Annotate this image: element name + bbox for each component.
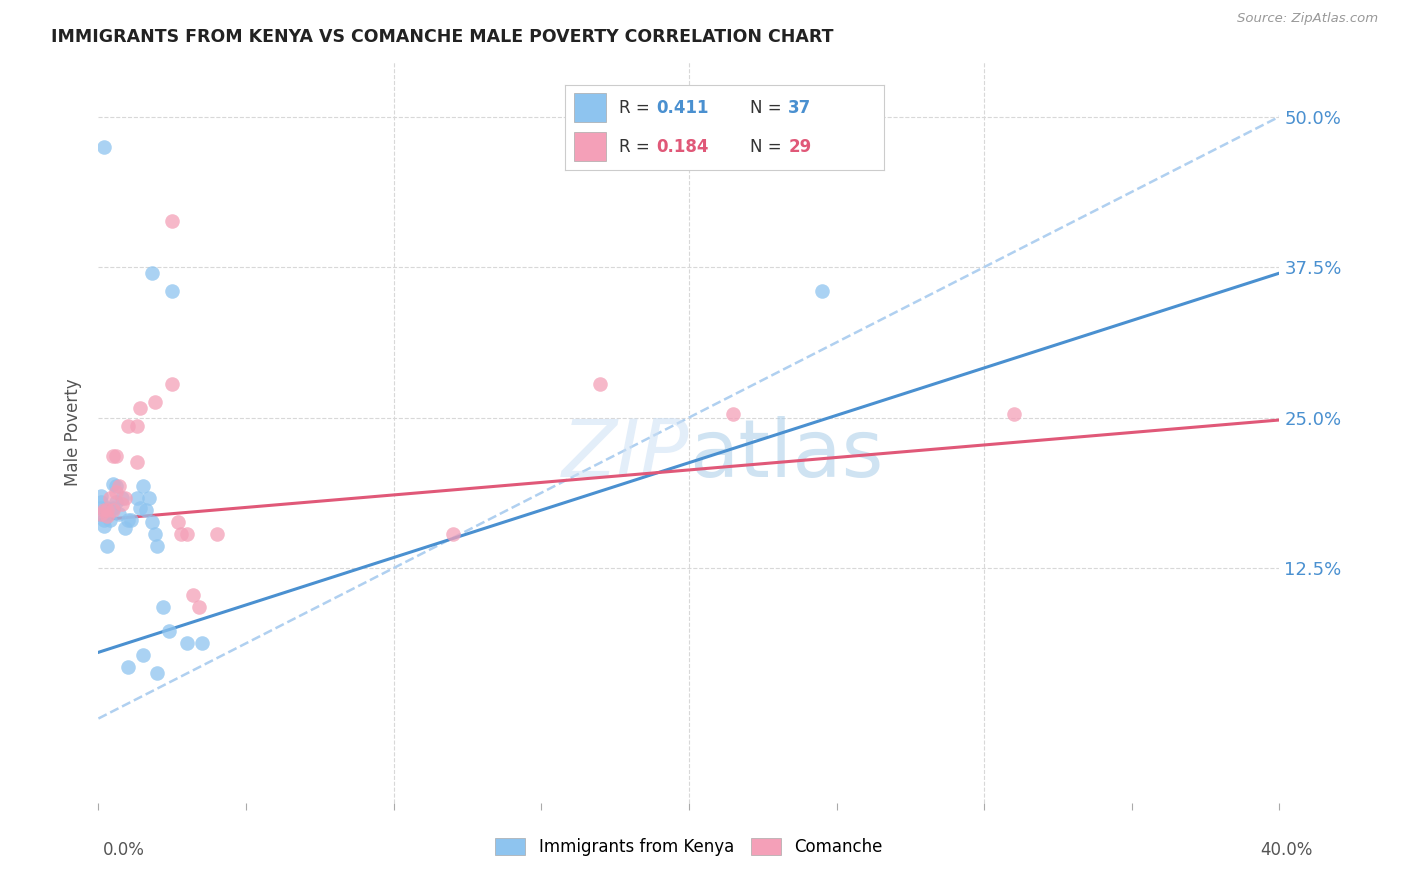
Legend: Immigrants from Kenya, Comanche: Immigrants from Kenya, Comanche	[486, 830, 891, 865]
Point	[723, 407, 745, 421]
Point	[187, 599, 209, 614]
Point	[93, 519, 115, 533]
Point	[162, 214, 183, 228]
Text: ZIP: ZIP	[561, 416, 689, 494]
Point	[93, 139, 115, 153]
Point	[90, 507, 112, 521]
Point	[441, 527, 464, 541]
Point	[93, 513, 115, 527]
Text: atlas: atlas	[689, 416, 883, 494]
Point	[93, 503, 115, 517]
Point	[103, 500, 125, 515]
Point	[128, 500, 150, 515]
Point	[105, 449, 128, 463]
Point	[141, 266, 163, 280]
Point	[90, 507, 112, 521]
Point	[120, 513, 142, 527]
Point	[162, 284, 183, 298]
Point	[96, 509, 118, 524]
Point	[103, 503, 125, 517]
Point	[98, 513, 121, 527]
Point	[157, 624, 180, 638]
Point	[108, 507, 131, 521]
Point	[1002, 407, 1025, 421]
Point	[111, 497, 134, 511]
Point	[105, 495, 128, 509]
Point	[146, 665, 169, 680]
Point	[90, 495, 112, 509]
Point	[103, 449, 125, 463]
Point	[181, 588, 204, 602]
Point	[176, 527, 198, 541]
Text: IMMIGRANTS FROM KENYA VS COMANCHE MALE POVERTY CORRELATION CHART: IMMIGRANTS FROM KENYA VS COMANCHE MALE P…	[51, 28, 834, 45]
Point	[176, 636, 198, 650]
Point	[146, 540, 169, 554]
Point	[108, 479, 131, 493]
Point	[205, 527, 228, 541]
Point	[132, 648, 155, 662]
Point	[117, 659, 139, 673]
Text: 0.0%: 0.0%	[103, 840, 145, 858]
Point	[191, 636, 214, 650]
Point	[128, 401, 150, 415]
Point	[143, 527, 166, 541]
Point	[105, 479, 128, 493]
Point	[96, 503, 118, 517]
Point	[132, 479, 155, 493]
Point	[96, 500, 118, 515]
Point	[114, 491, 136, 506]
Point	[135, 503, 157, 517]
Point	[114, 521, 136, 535]
Point	[152, 599, 174, 614]
Point	[589, 376, 612, 391]
Point	[105, 485, 128, 500]
Point	[125, 455, 148, 469]
Point	[98, 491, 121, 506]
Text: Source: ZipAtlas.com: Source: ZipAtlas.com	[1237, 12, 1378, 25]
Y-axis label: Male Poverty: Male Poverty	[65, 379, 83, 486]
Point	[143, 395, 166, 409]
Point	[90, 489, 112, 503]
Point	[138, 491, 160, 506]
Point	[117, 419, 139, 434]
Point	[117, 513, 139, 527]
Point	[96, 540, 118, 554]
Point	[111, 491, 134, 506]
Point	[141, 516, 163, 530]
Point	[90, 500, 112, 515]
Point	[167, 516, 190, 530]
Point	[103, 476, 125, 491]
Point	[125, 491, 148, 506]
Point	[170, 527, 193, 541]
Point	[125, 419, 148, 434]
Point	[162, 376, 183, 391]
Point	[810, 284, 832, 298]
Text: 40.0%: 40.0%	[1260, 840, 1313, 858]
